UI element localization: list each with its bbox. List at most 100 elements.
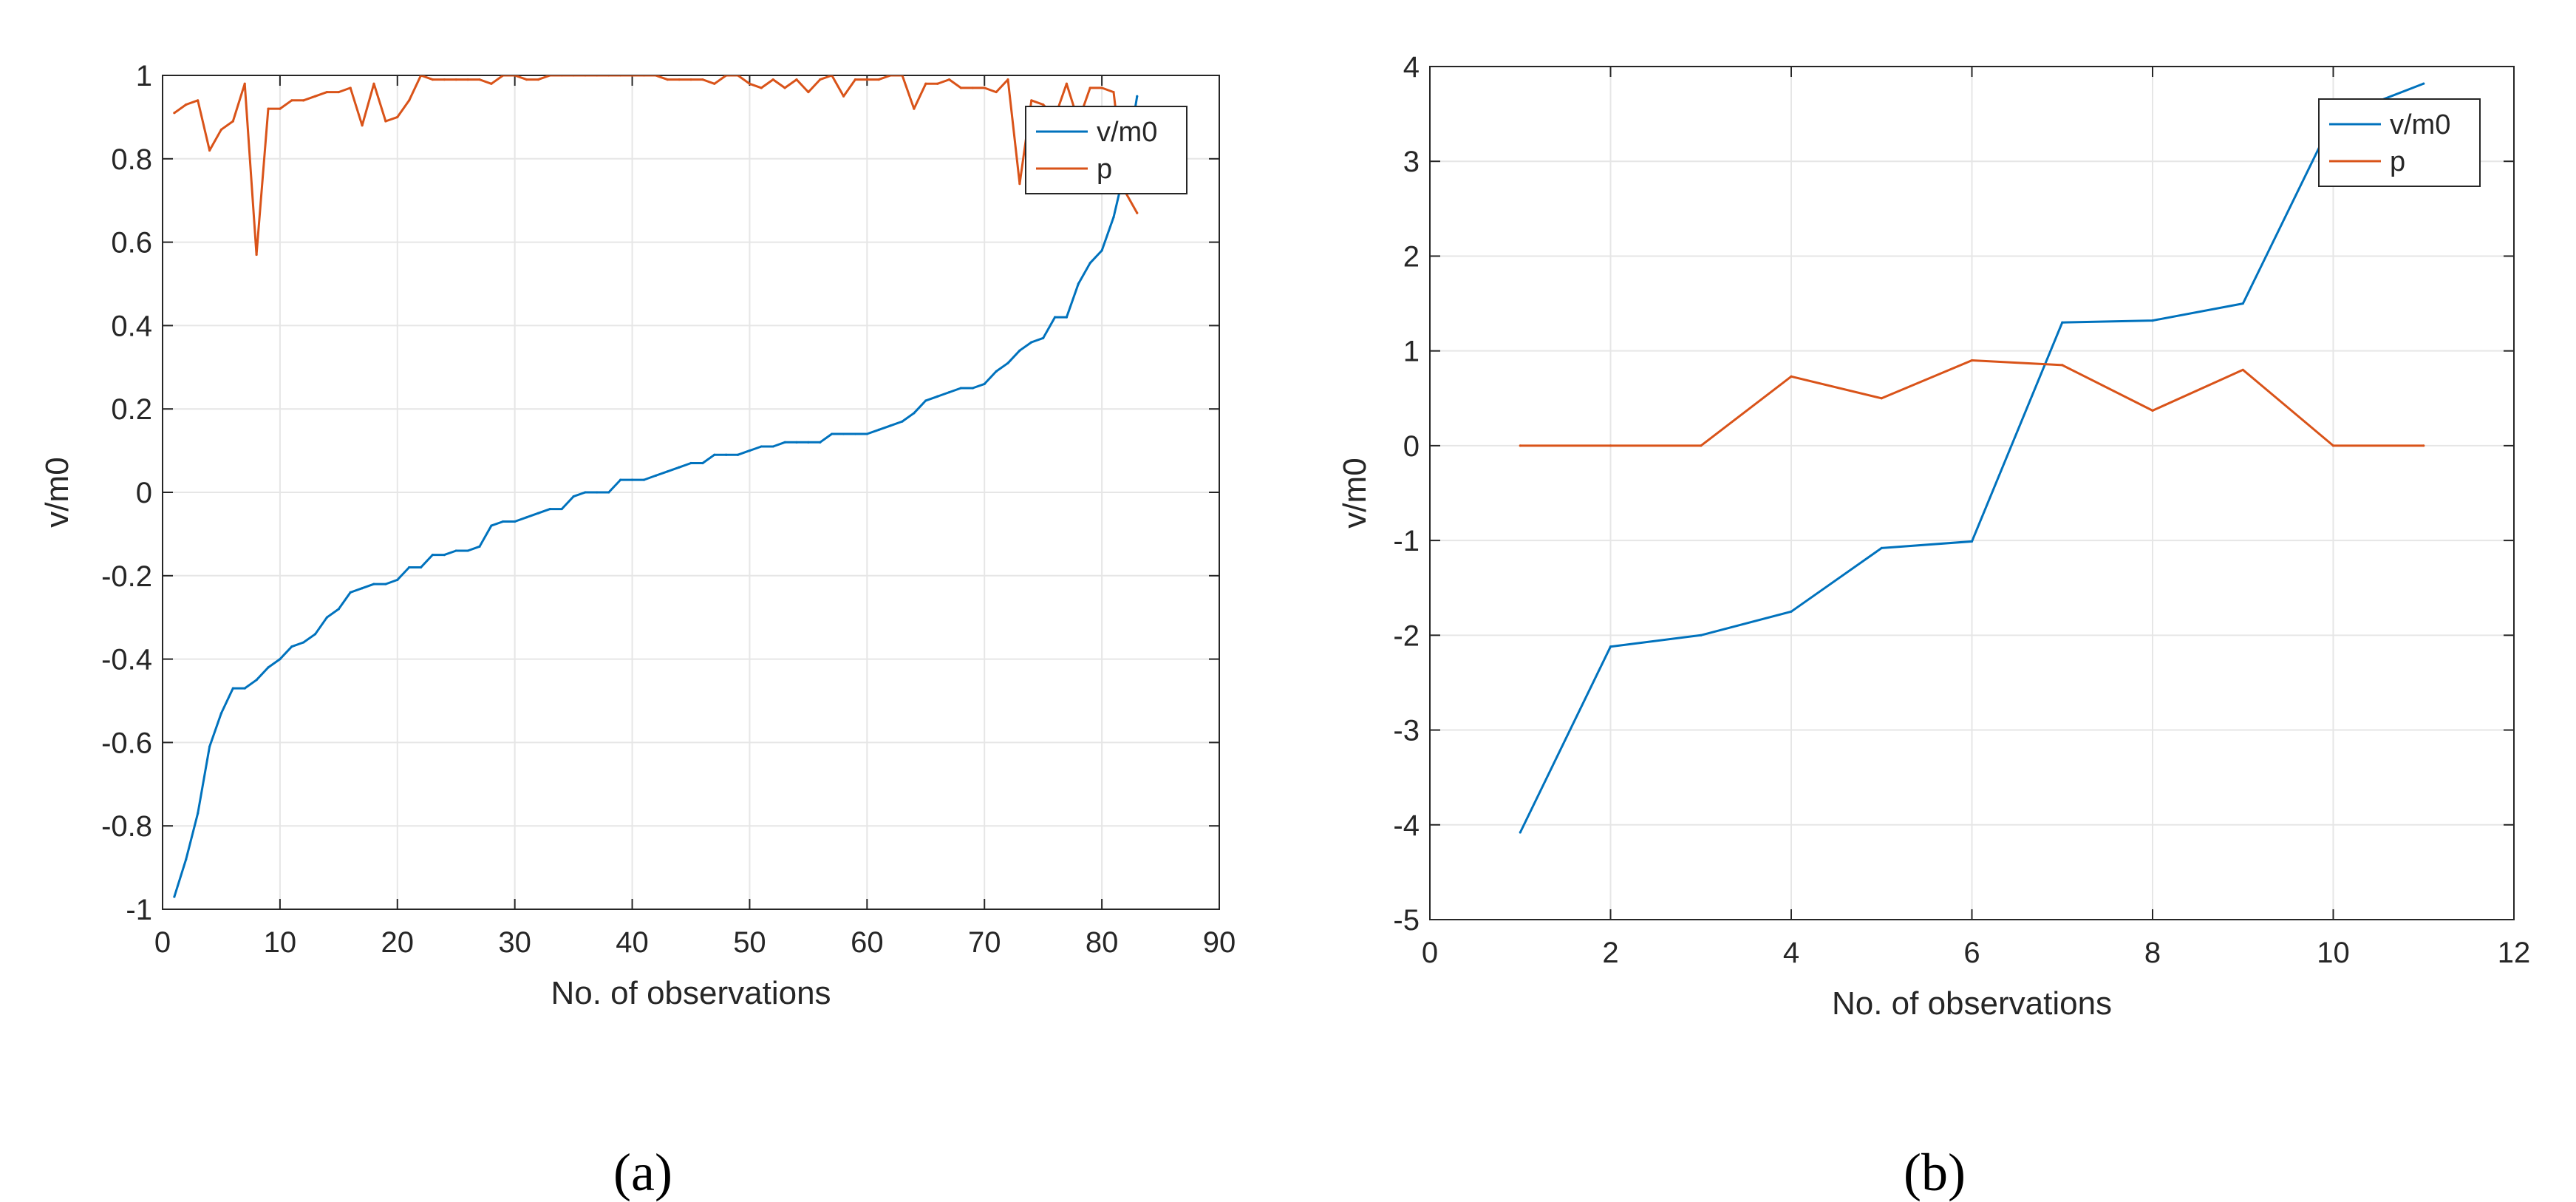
data-point-a-p-26: [478, 78, 481, 81]
data-point-a-p-50: [760, 86, 763, 89]
data-point-a-p-19: [396, 115, 399, 118]
chart-panel-a: 0 10 20 30 40 50 60 70 80 90 -1 -0.8 -0.6 -0.4 -0.2 0 0.…: [39, 60, 1236, 1011]
data-point-a-p-55: [819, 78, 822, 81]
y-tick-label-a-1: -0.8: [101, 810, 152, 843]
data-point-a-v-m0-1: [185, 858, 188, 860]
data-point-a-v-m0-46: [713, 453, 716, 456]
y-tick-label-a-5: 0: [136, 477, 152, 509]
data-point-a-p-0: [173, 112, 176, 115]
data-point-a-p-80: [1112, 90, 1115, 94]
data-point-a-v-m0-52: [783, 441, 786, 444]
data-point-b-v-m0-7: [2151, 319, 2154, 322]
data-point-a-v-m0-64: [924, 399, 927, 402]
y-tick-label-b-8: 3: [1403, 146, 1420, 178]
data-point-a-v-m0-28: [502, 520, 505, 523]
data-point-b-p-8: [2241, 368, 2244, 371]
data-point-a-p-40: [642, 75, 646, 77]
data-point-a-p-68: [971, 86, 974, 89]
x-tick-label-a-6: 60: [851, 926, 884, 959]
y-tick-label-a-10: 1: [136, 60, 152, 92]
data-point-a-v-m0-45: [701, 461, 704, 465]
data-point-a-v-m0-15: [349, 591, 352, 594]
data-point-b-p-6: [2061, 364, 2064, 367]
data-point-a-p-3: [208, 149, 211, 152]
data-point-a-p-37: [607, 75, 610, 77]
data-point-a-v-m0-4: [219, 712, 223, 715]
data-point-a-v-m0-78: [1088, 262, 1091, 265]
data-point-a-p-59: [865, 78, 868, 81]
data-point-a-p-64: [924, 82, 927, 85]
data-point-a-p-7: [255, 253, 258, 257]
data-point-a-p-53: [795, 78, 798, 81]
x-tick-label-b-0: 0: [1422, 937, 1438, 969]
y-tick-label-a-8: 0.6: [111, 227, 152, 259]
data-point-a-p-74: [1042, 103, 1045, 106]
data-point-a-v-m0-0: [173, 895, 176, 898]
data-point-a-v-m0-50: [760, 445, 763, 448]
data-point-b-p-7: [2151, 409, 2154, 412]
legend-label-a-0: v/m0: [1097, 117, 1157, 148]
data-point-a-v-m0-62: [901, 420, 904, 423]
data-point-a-v-m0-56: [831, 432, 834, 435]
data-point-a-v-m0-12: [313, 633, 317, 636]
data-point-a-p-63: [913, 107, 916, 110]
data-point-a-v-m0-27: [490, 524, 493, 527]
data-point-a-p-45: [701, 78, 704, 81]
data-point-a-v-m0-24: [454, 549, 457, 552]
data-point-a-v-m0-40: [642, 478, 646, 481]
y-tick-label-a-4: -0.2: [101, 560, 152, 593]
data-point-a-v-m0-5: [231, 687, 234, 690]
data-point-b-v-m0-3: [1790, 610, 1793, 613]
data-point-a-v-m0-25: [466, 549, 469, 552]
data-point-a-v-m0-10: [290, 645, 293, 648]
data-point-a-p-43: [678, 78, 681, 81]
data-point-a-v-m0-37: [607, 491, 610, 494]
data-point-a-p-17: [372, 82, 375, 85]
data-point-a-v-m0-47: [725, 453, 728, 456]
data-point-a-v-m0-58: [853, 432, 857, 435]
data-point-a-v-m0-13: [325, 616, 329, 619]
data-point-a-v-m0-22: [431, 554, 435, 557]
data-point-a-p-28: [502, 75, 505, 77]
x-tick-label-a-4: 40: [616, 926, 649, 959]
data-point-a-p-27: [490, 82, 493, 85]
data-point-a-p-58: [853, 78, 857, 81]
x-tick-label-a-2: 20: [381, 926, 415, 959]
y-tick-label-a-6: 0.2: [111, 393, 152, 426]
x-axis-label-b: No. of observations: [1832, 985, 2112, 1022]
data-point-a-p-30: [525, 78, 528, 81]
data-point-a-v-m0-7: [255, 679, 258, 682]
x-axis-label-a: No. of observations: [551, 975, 831, 1011]
data-point-a-v-m0-18: [384, 583, 387, 585]
data-point-a-v-m0-55: [819, 441, 822, 444]
data-point-a-p-24: [454, 78, 457, 81]
data-point-a-p-20: [408, 99, 411, 102]
data-point-a-v-m0-30: [525, 516, 528, 519]
data-point-b-v-m0-1: [1609, 645, 1612, 648]
y-axis-label-a: v/m0: [39, 457, 75, 527]
data-point-b-v-m0-2: [1700, 634, 1703, 636]
y-tick-label-a-2: -0.6: [101, 727, 152, 759]
data-point-a-p-70: [995, 90, 998, 94]
y-tick-label-b-5: 0: [1403, 430, 1420, 463]
data-point-a-p-79: [1100, 86, 1103, 89]
data-point-a-v-m0-33: [560, 507, 563, 511]
data-point-b-p-1: [1609, 444, 1612, 447]
data-point-a-p-66: [947, 78, 951, 81]
data-point-a-v-m0-61: [889, 424, 892, 427]
y-tick-label-b-2: -3: [1393, 715, 1420, 747]
data-point-a-p-32: [548, 75, 551, 77]
data-point-a-p-5: [231, 120, 234, 123]
data-point-b-v-m0-10: [2422, 82, 2425, 85]
data-point-b-v-m0-8: [2241, 302, 2244, 305]
y-tick-label-b-3: -2: [1393, 619, 1420, 652]
panel-label-b: (b): [1904, 1143, 1966, 1202]
y-tick-label-b-9: 4: [1403, 51, 1420, 84]
data-point-a-v-m0-79: [1100, 249, 1103, 252]
data-point-a-p-54: [807, 90, 810, 94]
data-point-a-v-m0-59: [865, 432, 868, 435]
data-point-a-p-82: [1136, 211, 1139, 214]
data-point-a-v-m0-60: [877, 428, 880, 432]
series-line-a-p: [174, 75, 1139, 256]
y-axis-label-b: v/m0: [1337, 458, 1373, 528]
